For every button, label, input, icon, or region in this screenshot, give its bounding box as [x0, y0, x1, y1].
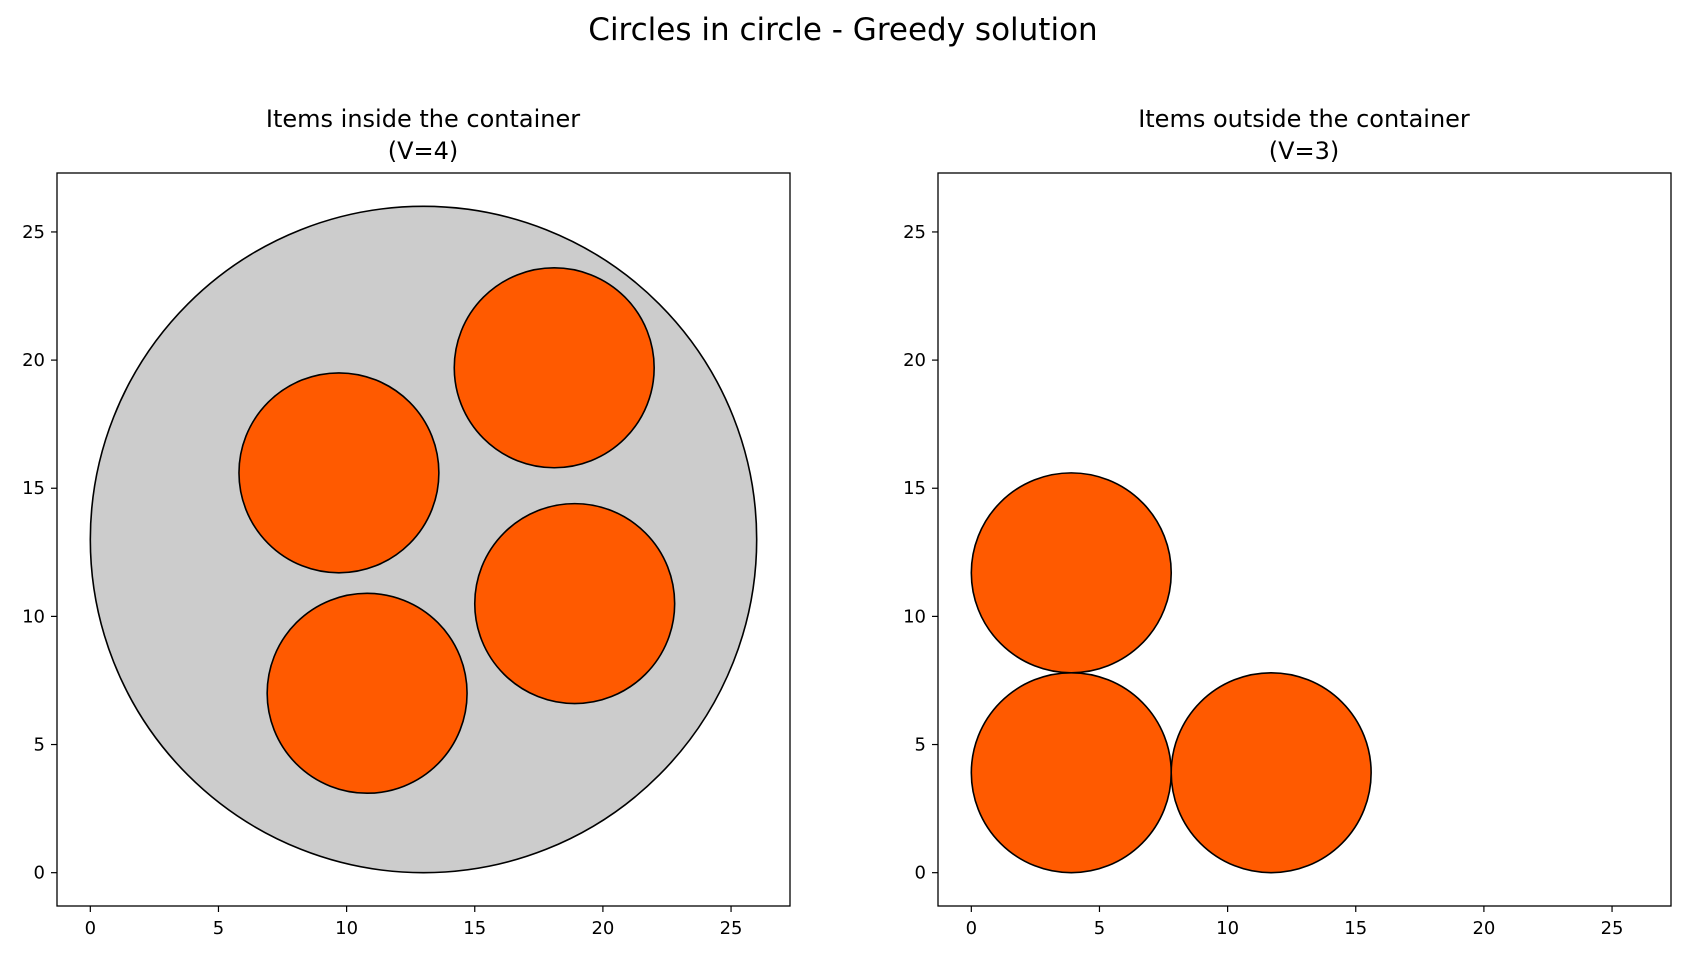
item-circle — [453, 267, 655, 469]
item-circle — [970, 671, 1173, 874]
x-tick-label: 5 — [213, 918, 224, 939]
x-tick-label: 20 — [1472, 918, 1495, 939]
x-tick-label: 25 — [1601, 918, 1624, 939]
x-tick-label: 25 — [720, 918, 743, 939]
figure-title: Circles in circle - Greedy solution — [588, 12, 1097, 48]
item-circle — [970, 472, 1173, 674]
y-tick-label: 15 — [903, 478, 926, 499]
y-tick-label: 25 — [903, 222, 926, 243]
subplot-inside-plot-area: 0 5 10 15 20 25 0 5 10 15 20 25 — [22, 172, 791, 939]
y-tick-label: 10 — [903, 606, 926, 627]
subplot-outside-title-line2: (V=3) — [1269, 137, 1340, 165]
subplot-inside: Items inside the container (V=4) 0 5 10 15 2… — [22, 105, 791, 939]
x-tick-label: 15 — [463, 918, 486, 939]
item-circle — [473, 502, 676, 705]
x-tick-label: 0 — [966, 918, 977, 939]
y-tick-label: 5 — [34, 735, 45, 756]
item-circle — [1170, 671, 1372, 874]
x-tick-label: 10 — [335, 918, 358, 939]
subplot-inside-title-line2: (V=4) — [388, 137, 459, 165]
x-tick-label: 10 — [1216, 918, 1239, 939]
axes-frame — [56, 172, 791, 907]
subplot-outside-plot-area: 0 5 10 15 20 25 0 5 10 15 20 25 — [903, 172, 1672, 939]
y-tick-label: 20 — [903, 350, 926, 371]
axes-frame — [937, 172, 1672, 907]
y-tick-label: 5 — [915, 735, 926, 756]
x-tick-label: 20 — [591, 918, 614, 939]
subplot-outside-title-line1: Items outside the container — [1138, 105, 1470, 133]
item-circle — [238, 372, 440, 574]
x-tick-label: 15 — [1344, 918, 1367, 939]
x-tick-label: 5 — [1094, 918, 1105, 939]
y-tick-label: 25 — [22, 222, 45, 243]
item-circle — [266, 592, 468, 795]
y-tick-label: 10 — [22, 606, 45, 627]
y-tick-label: 15 — [22, 478, 45, 499]
x-tick-label: 0 — [85, 918, 96, 939]
y-tick-label: 0 — [34, 863, 45, 884]
y-tick-label: 20 — [22, 350, 45, 371]
subplot-outside: Items outside the container (V=3) 0 5 10 15… — [903, 105, 1672, 939]
y-tick-label: 0 — [915, 863, 926, 884]
subplot-inside-title-line1: Items inside the container — [266, 105, 580, 133]
